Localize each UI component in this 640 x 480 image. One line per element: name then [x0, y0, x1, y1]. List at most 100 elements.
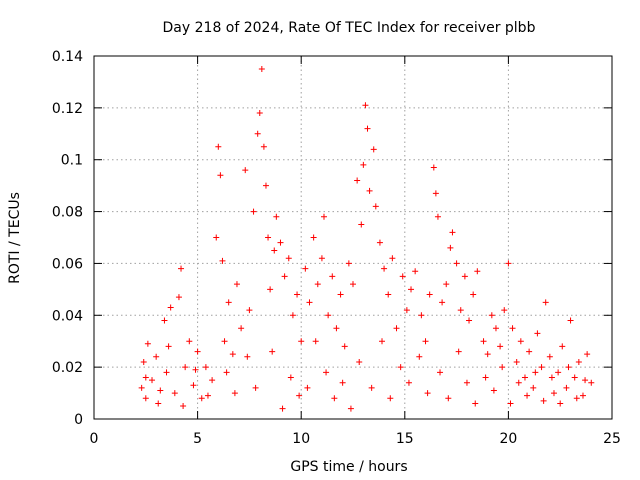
- data-point: [213, 234, 220, 241]
- data-point: [364, 125, 371, 132]
- data-point: [312, 338, 319, 345]
- data-point: [461, 273, 468, 280]
- data-point: [219, 257, 226, 264]
- data-point: [144, 340, 151, 347]
- data-point: [281, 273, 288, 280]
- data-point: [492, 325, 499, 332]
- data-point: [161, 317, 168, 324]
- data-point: [530, 384, 537, 391]
- data-point: [331, 395, 338, 402]
- data-point: [254, 130, 261, 137]
- data-point: [540, 397, 547, 404]
- data-point: [202, 364, 209, 371]
- data-point: [285, 255, 292, 262]
- data-point: [376, 239, 383, 246]
- data-point: [333, 325, 340, 332]
- y-tick-label: 0.02: [52, 360, 83, 376]
- data-point: [412, 268, 419, 275]
- data-point: [484, 351, 491, 358]
- data-point: [457, 307, 464, 314]
- data-point: [426, 291, 433, 298]
- data-point: [509, 325, 516, 332]
- data-point: [190, 382, 197, 389]
- data-point: [175, 294, 182, 301]
- data-point: [198, 395, 205, 402]
- data-point: [310, 234, 317, 241]
- data-point: [571, 374, 578, 381]
- data-point: [341, 343, 348, 350]
- data-point: [499, 364, 506, 371]
- data-point: [490, 387, 497, 394]
- data-point: [204, 392, 211, 399]
- data-point: [389, 255, 396, 262]
- x-tick-label: 5: [193, 431, 202, 447]
- data-point: [405, 379, 412, 386]
- data-point: [526, 348, 533, 355]
- data-point: [563, 384, 570, 391]
- data-point: [273, 213, 280, 220]
- data-point: [242, 167, 249, 174]
- data-point: [515, 379, 522, 386]
- data-point: [157, 387, 164, 394]
- data-point: [194, 348, 201, 355]
- data-point: [557, 400, 564, 407]
- data-point: [360, 161, 367, 168]
- data-point: [368, 384, 375, 391]
- data-point: [337, 291, 344, 298]
- data-point: [149, 377, 156, 384]
- data-point: [567, 317, 574, 324]
- data-point: [497, 343, 504, 350]
- data-point: [579, 392, 586, 399]
- data-point: [287, 374, 294, 381]
- data-point: [325, 312, 332, 319]
- data-point: [399, 273, 406, 280]
- data-point: [356, 358, 363, 365]
- data-point: [180, 403, 187, 410]
- data-point: [385, 291, 392, 298]
- data-point: [532, 369, 539, 376]
- data-point: [366, 187, 373, 194]
- data-point: [403, 307, 410, 314]
- data-point: [488, 312, 495, 319]
- y-tick-label: 0.14: [52, 49, 83, 65]
- data-point: [443, 281, 450, 288]
- x-axis-label: GPS time / hours: [290, 459, 407, 475]
- data-point: [565, 364, 572, 371]
- data-point: [397, 364, 404, 371]
- data-point: [298, 338, 305, 345]
- data-point: [294, 291, 301, 298]
- data-point: [439, 299, 446, 306]
- data-point: [233, 281, 240, 288]
- data-point: [209, 377, 216, 384]
- data-point: [470, 291, 477, 298]
- data-point: [140, 358, 147, 365]
- chart-title: Day 218 of 2024, Rate Of TEC Index for r…: [163, 20, 536, 36]
- x-tick-label: 20: [499, 431, 517, 447]
- data-point: [424, 390, 431, 397]
- data-point: [244, 353, 251, 360]
- data-point: [267, 286, 274, 293]
- data-point: [304, 384, 311, 391]
- data-point: [302, 265, 309, 272]
- data-point: [339, 379, 346, 386]
- data-point: [217, 172, 224, 179]
- data-point: [362, 102, 369, 109]
- data-point: [524, 392, 531, 399]
- data-point: [163, 369, 170, 376]
- data-point: [225, 299, 232, 306]
- data-point: [271, 247, 278, 254]
- data-point: [142, 395, 149, 402]
- data-point: [474, 268, 481, 275]
- data-point: [534, 330, 541, 337]
- data-point: [430, 164, 437, 171]
- data-point: [575, 358, 582, 365]
- data-point: [453, 260, 460, 267]
- data-point: [422, 338, 429, 345]
- data-point: [434, 213, 441, 220]
- scatter-points: [138, 65, 595, 412]
- data-point: [345, 260, 352, 267]
- data-point: [289, 312, 296, 319]
- data-point: [548, 374, 555, 381]
- data-point: [466, 317, 473, 324]
